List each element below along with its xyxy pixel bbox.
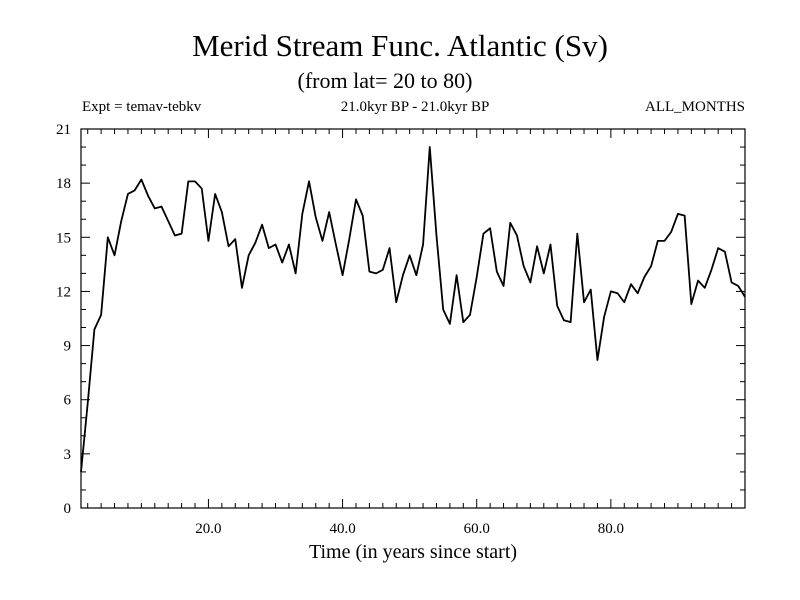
chart-subtitle: (from lat= 20 to 80) [297,68,473,93]
axes-layer [80,128,746,509]
chart-title: Merid Stream Func. Atlantic (Sv) [192,28,608,63]
period-label: 21.0kyr BP - 21.0kyr BP [340,99,490,115]
x-tick-label: 40.0 [329,521,355,537]
months-label: ALL_MONTHS [645,99,745,115]
y-tick-label: 12 [56,284,71,300]
x-tick-label: 20.0 [195,521,221,537]
y-tick-label: 3 [64,447,72,463]
y-tick-label: 18 [56,176,71,192]
ticks-layer [81,128,746,509]
y-tick-label: 21 [56,122,71,138]
tick-labels-layer: 20.0 40.0 60.0 80.0 0 3 6 9 12 15 18 21 [56,122,624,537]
series-line [80,146,746,472]
y-tick-label: 6 [64,393,72,409]
x-tick-label: 80.0 [598,521,624,537]
y-tick-label: 9 [64,339,72,355]
experiment-label: Expt = temav-tebkv [82,99,202,115]
x-tick-label: 60.0 [464,521,490,537]
series-layer [80,146,746,472]
y-tick-label: 15 [56,230,71,246]
y-tick-label: 0 [64,501,72,517]
plot-frame [80,128,746,509]
x-axis-label: Time (in years since start) [309,541,517,563]
